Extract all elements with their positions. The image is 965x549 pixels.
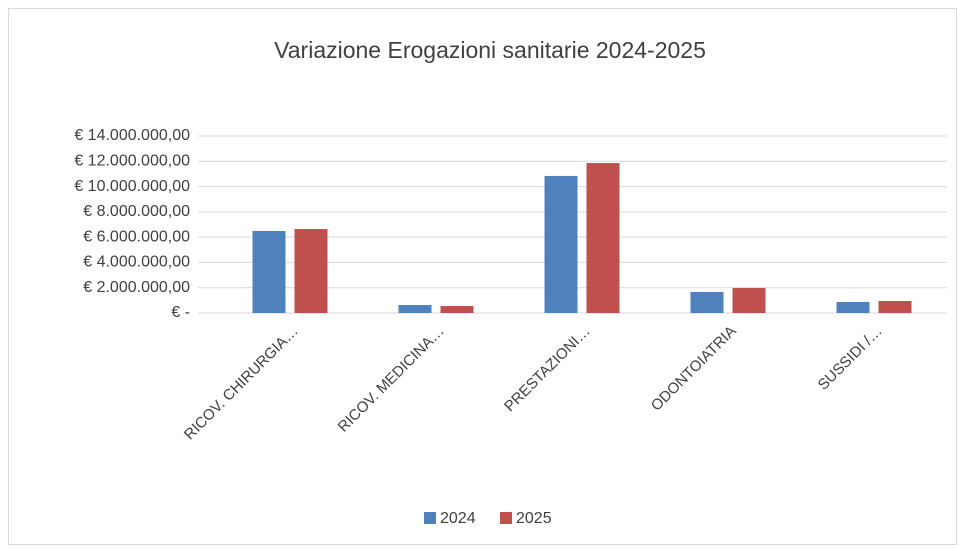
chart-title: Variazione Erogazioni sanitarie 2024-202… <box>274 37 706 63</box>
bar <box>878 300 912 313</box>
bar <box>586 163 620 313</box>
legend-swatch <box>500 512 512 524</box>
bar <box>398 305 432 313</box>
y-tick-label: € 14.000.000,00 <box>74 127 190 144</box>
y-tick-label: € 10.000.000,00 <box>74 178 190 195</box>
bar <box>544 175 578 313</box>
y-tick-label: € 2.000.000,00 <box>83 279 190 296</box>
bar <box>252 230 286 313</box>
y-tick-label: € - <box>171 304 190 321</box>
bar <box>836 302 870 313</box>
bar <box>294 229 328 313</box>
bar <box>440 306 474 313</box>
chart-border <box>8 8 957 545</box>
bar <box>732 287 766 313</box>
y-tick-label: € 8.000.000,00 <box>83 203 190 220</box>
legend-swatch <box>424 512 436 524</box>
bar <box>690 292 724 313</box>
y-tick-label: € 12.000.000,00 <box>74 153 190 170</box>
legend-label: 2025 <box>516 510 552 527</box>
legend-label: 2024 <box>440 510 476 527</box>
y-tick-label: € 4.000.000,00 <box>83 254 190 271</box>
y-tick-label: € 6.000.000,00 <box>83 228 190 245</box>
